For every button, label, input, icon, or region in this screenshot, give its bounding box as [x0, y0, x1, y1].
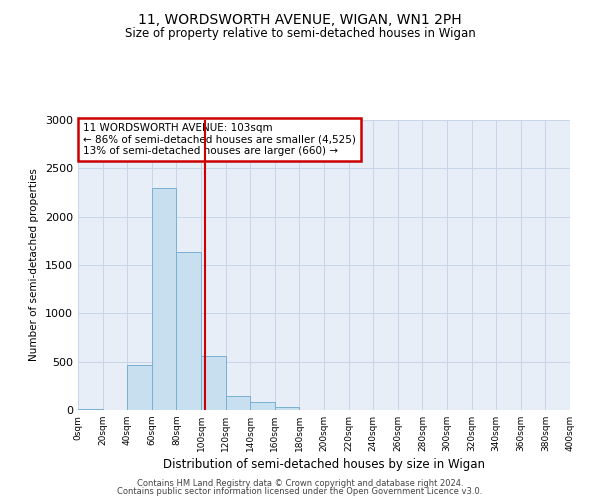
Bar: [201, 356, 226, 410]
Text: Contains HM Land Registry data © Crown copyright and database right 2024.: Contains HM Land Registry data © Crown c…: [137, 478, 463, 488]
Bar: [152, 188, 176, 410]
Bar: [226, 396, 250, 410]
Bar: [250, 402, 275, 410]
Bar: [176, 252, 201, 410]
Text: Size of property relative to semi-detached houses in Wigan: Size of property relative to semi-detach…: [125, 28, 475, 40]
Bar: [127, 364, 152, 410]
Bar: [275, 407, 299, 410]
Text: Contains public sector information licensed under the Open Government Licence v3: Contains public sector information licen…: [118, 488, 482, 496]
Text: 11 WORDSWORTH AVENUE: 103sqm
← 86% of semi-detached houses are smaller (4,525)
1: 11 WORDSWORTH AVENUE: 103sqm ← 86% of se…: [83, 123, 356, 156]
Y-axis label: Number of semi-detached properties: Number of semi-detached properties: [29, 168, 40, 362]
X-axis label: Distribution of semi-detached houses by size in Wigan: Distribution of semi-detached houses by …: [163, 458, 485, 471]
Text: 11, WORDSWORTH AVENUE, WIGAN, WN1 2PH: 11, WORDSWORTH AVENUE, WIGAN, WN1 2PH: [138, 12, 462, 26]
Bar: [78, 409, 103, 410]
